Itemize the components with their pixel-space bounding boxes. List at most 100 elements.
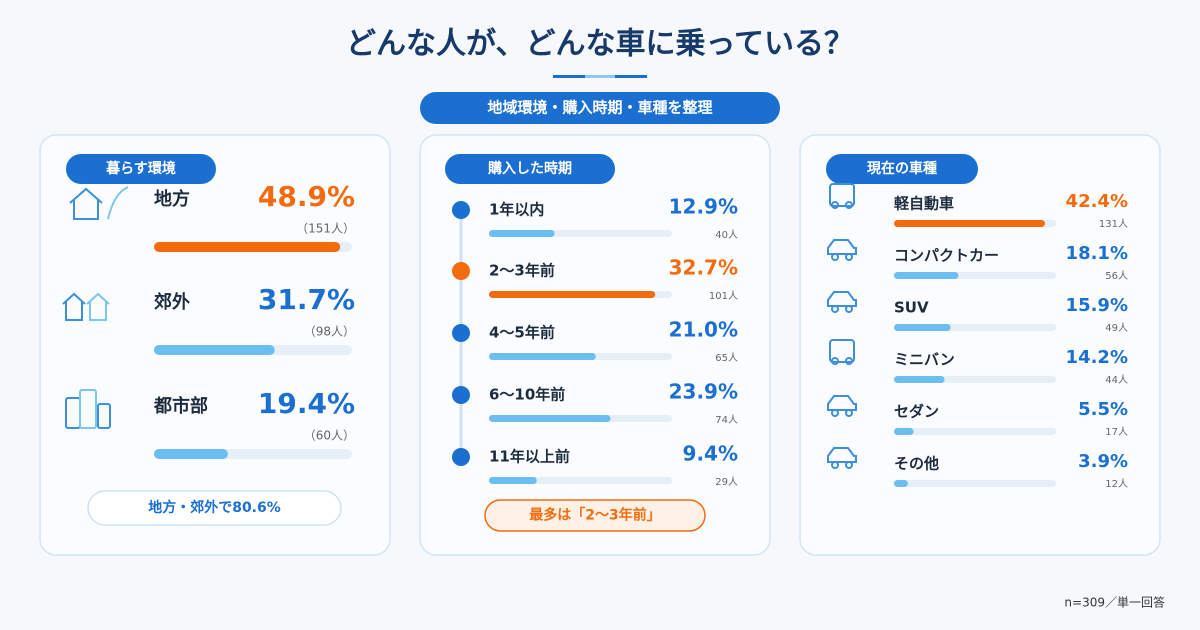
vehicle-icon — [827, 395, 857, 411]
item-percent: 14.2% — [1066, 347, 1128, 368]
wheel-icon — [845, 201, 853, 209]
house-icon — [86, 292, 110, 321]
bar — [489, 477, 537, 484]
bar — [894, 272, 959, 279]
timeline-dot — [452, 386, 470, 404]
wheel-icon — [831, 409, 839, 417]
item-percent: 42.4% — [1066, 191, 1128, 212]
item-label: 都市部 — [153, 395, 208, 417]
item-label: ミニバン — [894, 351, 955, 369]
bar — [154, 242, 341, 252]
panel-title: 暮らす環境 — [105, 160, 176, 177]
item-count: 17人 — [1105, 426, 1128, 438]
bar — [489, 291, 656, 298]
item-percent: 15.9% — [1066, 295, 1128, 316]
item-percent: 32.7% — [669, 256, 738, 280]
bar — [894, 428, 914, 435]
wheel-icon — [845, 305, 853, 313]
item-percent: 23.9% — [669, 380, 738, 404]
timeline-dot — [452, 201, 470, 219]
panel-title-pill — [826, 154, 978, 184]
item-percent: 3.9% — [1078, 451, 1128, 472]
item-label: 4〜5年前 — [489, 324, 555, 342]
item-percent: 5.5% — [1078, 399, 1128, 420]
wheel-icon — [845, 461, 853, 469]
item-count: （60人） — [304, 429, 355, 443]
wheel-icon — [831, 201, 839, 209]
panel-title-pill — [445, 154, 615, 184]
item-count: 56人 — [1105, 270, 1128, 282]
bar — [894, 324, 951, 331]
item-label: 1年以内 — [489, 201, 544, 219]
route-icon — [107, 186, 129, 220]
bar — [894, 220, 1045, 227]
wheel-icon — [831, 461, 839, 469]
bar — [154, 345, 275, 355]
vehicle-icon — [827, 291, 857, 307]
item-percent: 12.9% — [669, 195, 738, 219]
item-count: 12人 — [1105, 478, 1128, 490]
subtitle: 地域環境・購入時期・車種を整理 — [487, 99, 712, 117]
wheel-icon — [845, 253, 853, 261]
building-icon — [97, 403, 111, 429]
note: 最多は「2〜3年前」 — [529, 507, 660, 524]
item-count: 131人 — [1099, 218, 1128, 230]
note: 地方・郊外で80.6% — [148, 499, 281, 516]
item-count: 44人 — [1105, 374, 1128, 386]
item-label: 6〜10年前 — [489, 386, 565, 404]
item-percent: 48.9% — [258, 180, 355, 213]
item-count: 40人 — [715, 229, 738, 241]
vehicle-icon — [829, 339, 855, 363]
bar — [894, 480, 908, 487]
note-pill — [484, 499, 706, 532]
bar-track — [894, 428, 1056, 435]
footnote: n=309／単一回答 — [1064, 595, 1165, 610]
item-count: 29人 — [715, 476, 738, 488]
item-count: （151人） — [296, 222, 355, 236]
panel — [419, 134, 771, 556]
house-icon — [69, 187, 103, 220]
item-label: 郊外 — [154, 291, 190, 313]
panel — [799, 134, 1161, 556]
item-label: セダン — [894, 403, 939, 421]
item-label: 軽自動車 — [894, 195, 954, 213]
item-label: 地方 — [154, 188, 190, 210]
note-pill — [87, 490, 342, 526]
vehicle-icon — [827, 239, 857, 255]
bar — [894, 376, 945, 383]
panel-title: 購入した時期 — [487, 160, 572, 177]
title-underline-accent — [585, 75, 615, 78]
bar — [489, 415, 611, 422]
title: どんな人が、どんな車に乗っている？ — [346, 27, 854, 62]
timeline-dot — [452, 324, 470, 342]
bar — [154, 449, 228, 459]
bar-track — [894, 480, 1056, 487]
item-count: 101人 — [709, 290, 738, 302]
vehicle-icon — [827, 447, 857, 463]
wheel-icon — [831, 357, 839, 365]
wheel-icon — [831, 253, 839, 261]
timeline-dot — [452, 262, 470, 280]
item-percent: 21.0% — [669, 318, 738, 342]
subtitle-pill — [420, 92, 780, 124]
item-label: コンパクトカー — [894, 247, 999, 265]
bar — [489, 353, 596, 360]
timeline-dot — [452, 448, 470, 466]
building-icon — [79, 389, 97, 429]
bar — [489, 230, 555, 237]
wheel-icon — [845, 357, 853, 365]
item-count: 74人 — [715, 414, 738, 426]
panel-title-pill — [66, 154, 216, 184]
item-count: 65人 — [715, 352, 738, 364]
item-label: 2〜3年前 — [489, 262, 555, 280]
item-percent: 18.1% — [1066, 243, 1128, 264]
item-percent: 19.4% — [258, 387, 355, 420]
item-label: SUV — [894, 299, 929, 317]
item-percent: 31.7% — [258, 283, 355, 316]
wheel-icon — [831, 305, 839, 313]
item-count: （98人） — [304, 325, 355, 339]
vehicle-icon — [829, 183, 855, 207]
item-count: 49人 — [1105, 322, 1128, 334]
wheel-icon — [845, 409, 853, 417]
